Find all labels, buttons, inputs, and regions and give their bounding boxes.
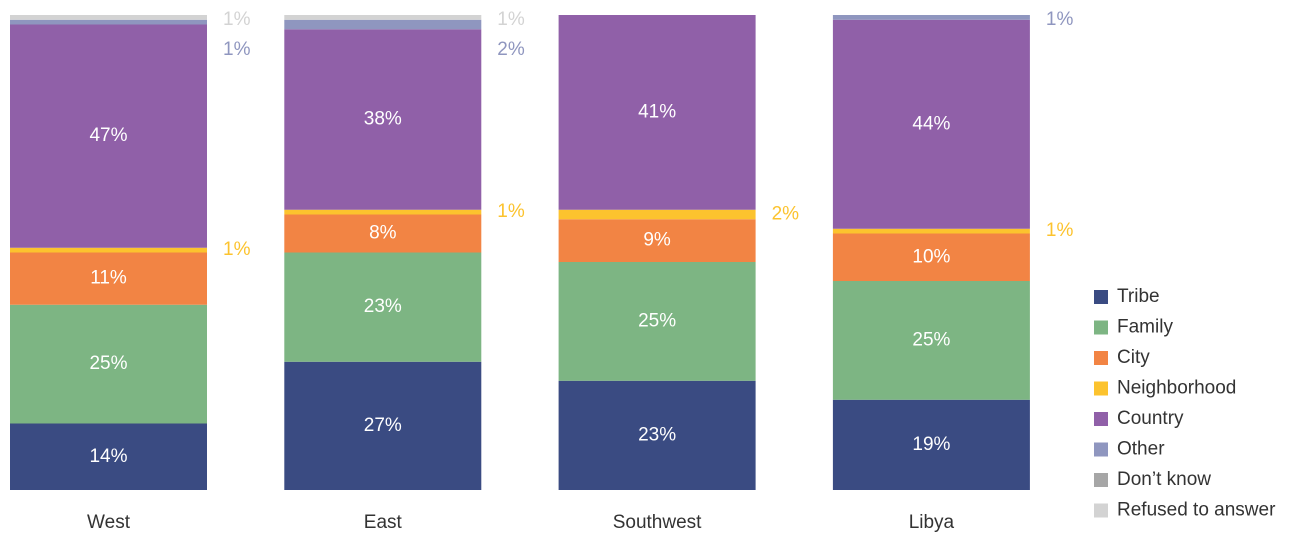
value-label: 19%: [912, 434, 950, 455]
bar-segment: [832, 281, 1030, 400]
value-label: 1%: [1046, 220, 1074, 241]
legend-label: Neighborhood: [1117, 378, 1236, 399]
value-label: 23%: [364, 296, 402, 317]
bar-segment: [832, 399, 1030, 490]
legend-label: Refused to answer: [1117, 500, 1276, 521]
value-label: 41%: [638, 101, 676, 122]
bar-segment: [284, 209, 482, 215]
legend-swatch: [1094, 503, 1108, 518]
bar-segment: [10, 24, 207, 248]
value-label: 8%: [369, 223, 397, 244]
value-label: 1%: [223, 239, 251, 260]
legend-label: Don’t know: [1117, 469, 1211, 490]
bar-segment: [558, 380, 756, 490]
legend-swatch: [1094, 442, 1108, 457]
x-tick-label: West: [87, 512, 131, 533]
value-label: 44%: [912, 113, 950, 134]
bar-segment: [10, 304, 207, 424]
value-label: 1%: [1046, 9, 1074, 30]
bar-segment: [10, 247, 207, 253]
value-label: 23%: [638, 424, 676, 445]
legend-label: Tribe: [1117, 286, 1160, 307]
bar-segment: [284, 214, 482, 253]
legend-swatch: [1094, 351, 1108, 365]
legend-label: City: [1117, 347, 1150, 368]
value-label: 1%: [497, 201, 525, 222]
bar-segment: [558, 209, 756, 220]
bar-segment: [558, 219, 756, 262]
bar-segment: [558, 15, 756, 210]
legend-label: Other: [1117, 439, 1165, 460]
legend-swatch: [1094, 381, 1108, 396]
bar-segment: [284, 29, 482, 210]
bar-segment: [284, 361, 482, 490]
value-label: 27%: [364, 415, 402, 436]
bar-segment: [832, 19, 1030, 229]
legend-label: Country: [1117, 408, 1184, 429]
value-label: 1%: [223, 39, 251, 60]
legend-swatch: [1094, 412, 1108, 426]
bar-segment: [284, 15, 482, 20]
value-label: 1%: [223, 9, 251, 30]
bar-segment: [284, 252, 482, 362]
value-label: 25%: [89, 353, 127, 374]
legend-label: Family: [1117, 317, 1173, 338]
x-tick-label: Libya: [909, 512, 955, 533]
value-label: 2%: [497, 39, 525, 60]
bar-segment: [10, 423, 207, 490]
legend-swatch: [1094, 473, 1108, 487]
bar-segment: [832, 15, 1030, 20]
value-label: 11%: [90, 268, 127, 289]
bar-segment: [284, 19, 482, 30]
value-label: 38%: [364, 109, 402, 130]
bar-segment: [832, 233, 1030, 281]
value-label: 25%: [638, 310, 676, 331]
bar-segment: [10, 19, 207, 25]
x-tick-label: Southwest: [613, 512, 702, 533]
value-label: 9%: [643, 230, 671, 251]
legend-swatch: [1094, 290, 1108, 304]
value-label: 2%: [772, 204, 800, 225]
value-label: 25%: [912, 329, 950, 350]
value-label: 14%: [89, 446, 127, 467]
bar-segment: [558, 262, 756, 381]
value-label: 47%: [89, 125, 127, 146]
bar-segment: [10, 15, 207, 20]
bar-segment: [10, 252, 207, 305]
bar-segment: [832, 228, 1030, 234]
value-label: 1%: [497, 9, 525, 30]
x-tick-label: East: [364, 512, 403, 533]
legend-swatch: [1094, 320, 1108, 335]
value-label: 10%: [912, 246, 950, 267]
